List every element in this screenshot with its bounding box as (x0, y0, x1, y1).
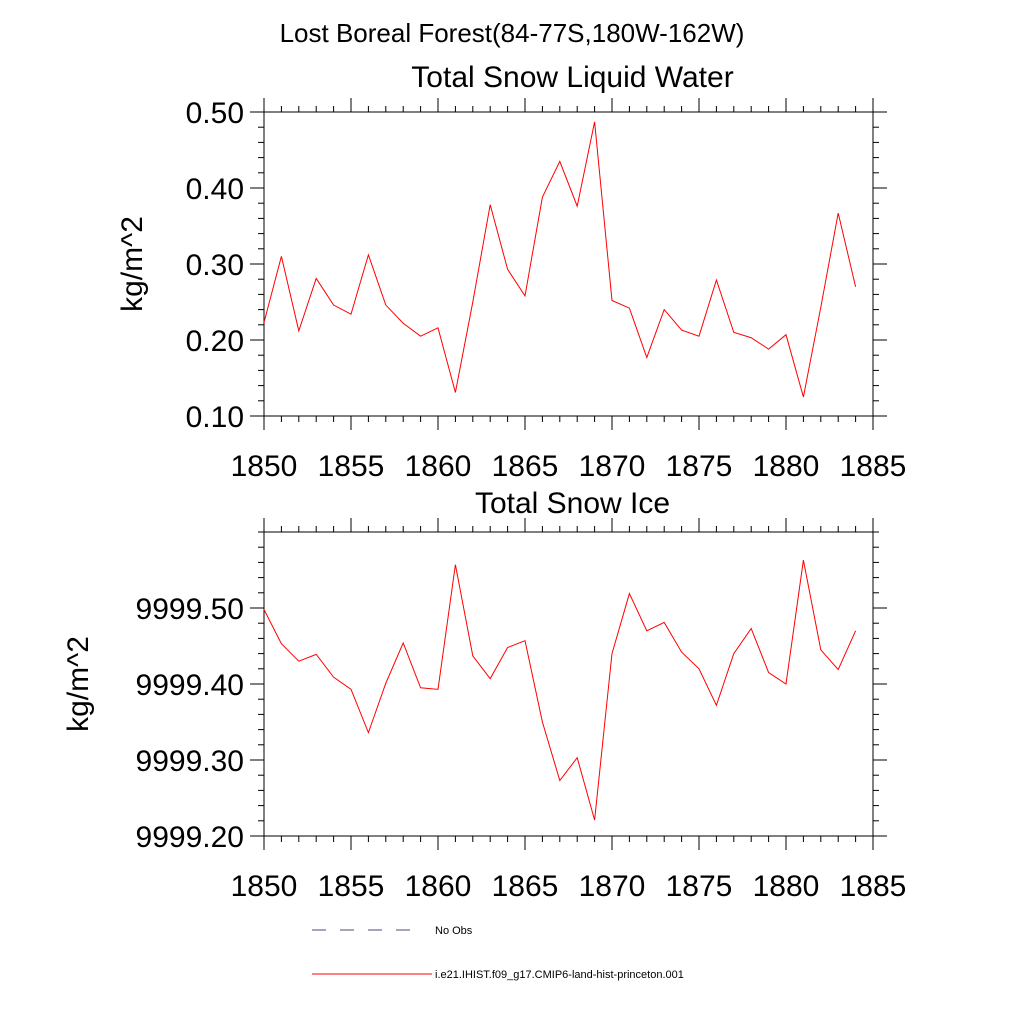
x-tick-label: 1855 (318, 870, 385, 903)
panel-title: Total Snow Liquid Water (411, 61, 733, 94)
x-tick-label: 1850 (231, 450, 298, 483)
y-tick-label: 9999.30 (136, 745, 244, 778)
y-tick-label: 0.30 (186, 249, 244, 282)
y-tick-label: 0.50 (186, 97, 244, 130)
x-tick-label: 1855 (318, 450, 385, 483)
series-line (263, 560, 857, 821)
y-tick-label: 9999.20 (136, 821, 244, 854)
legend-label-no-obs: No Obs (435, 925, 473, 937)
legend: No Obs i.e21.IHIST.f09_g17.CMIP6-land-hi… (312, 925, 684, 981)
plot-frame (263, 531, 874, 837)
x-tick-label: 1870 (579, 870, 646, 903)
panel-title: Total Snow Ice (475, 487, 670, 520)
legend-label-model-run: i.e21.IHIST.f09_g17.CMIP6-land-hist-prin… (435, 969, 684, 981)
y-tick-label: 0.20 (186, 325, 244, 358)
x-tick-label: 1875 (666, 450, 733, 483)
x-tick-label: 1860 (405, 870, 472, 903)
y-tick-label: 0.10 (186, 401, 244, 434)
y-tick-label: 0.40 (186, 173, 244, 206)
figure-title: Lost Boreal Forest(84-77S,180W-162W) (280, 18, 745, 48)
y-axis-label: kg/m^2 (62, 636, 95, 732)
x-tick-label: 1870 (579, 450, 646, 483)
x-tick-label: 1880 (753, 870, 820, 903)
x-tick-label: 1865 (492, 870, 559, 903)
plot-frame (263, 111, 874, 417)
y-tick-label: 9999.50 (136, 593, 244, 626)
y-axis-label: kg/m^2 (116, 216, 149, 312)
x-tick-label: 1865 (492, 450, 559, 483)
series-line (263, 121, 857, 398)
panel-snow-liquid-water: Total Snow Liquid Water 1850 1855 1860 1865 1… (116, 61, 906, 483)
x-tick-label: 1880 (753, 450, 820, 483)
y-tick-label: 9999.40 (136, 669, 244, 702)
x-tick-label: 1860 (405, 450, 472, 483)
x-tick-label: 1885 (840, 870, 907, 903)
x-tick-label: 1850 (231, 870, 298, 903)
panel-snow-ice: Total Snow Ice 1850 1855 1860 1865 1870 1875 18… (62, 487, 906, 903)
x-tick-label: 1875 (666, 870, 733, 903)
x-tick-label: 1885 (840, 450, 907, 483)
